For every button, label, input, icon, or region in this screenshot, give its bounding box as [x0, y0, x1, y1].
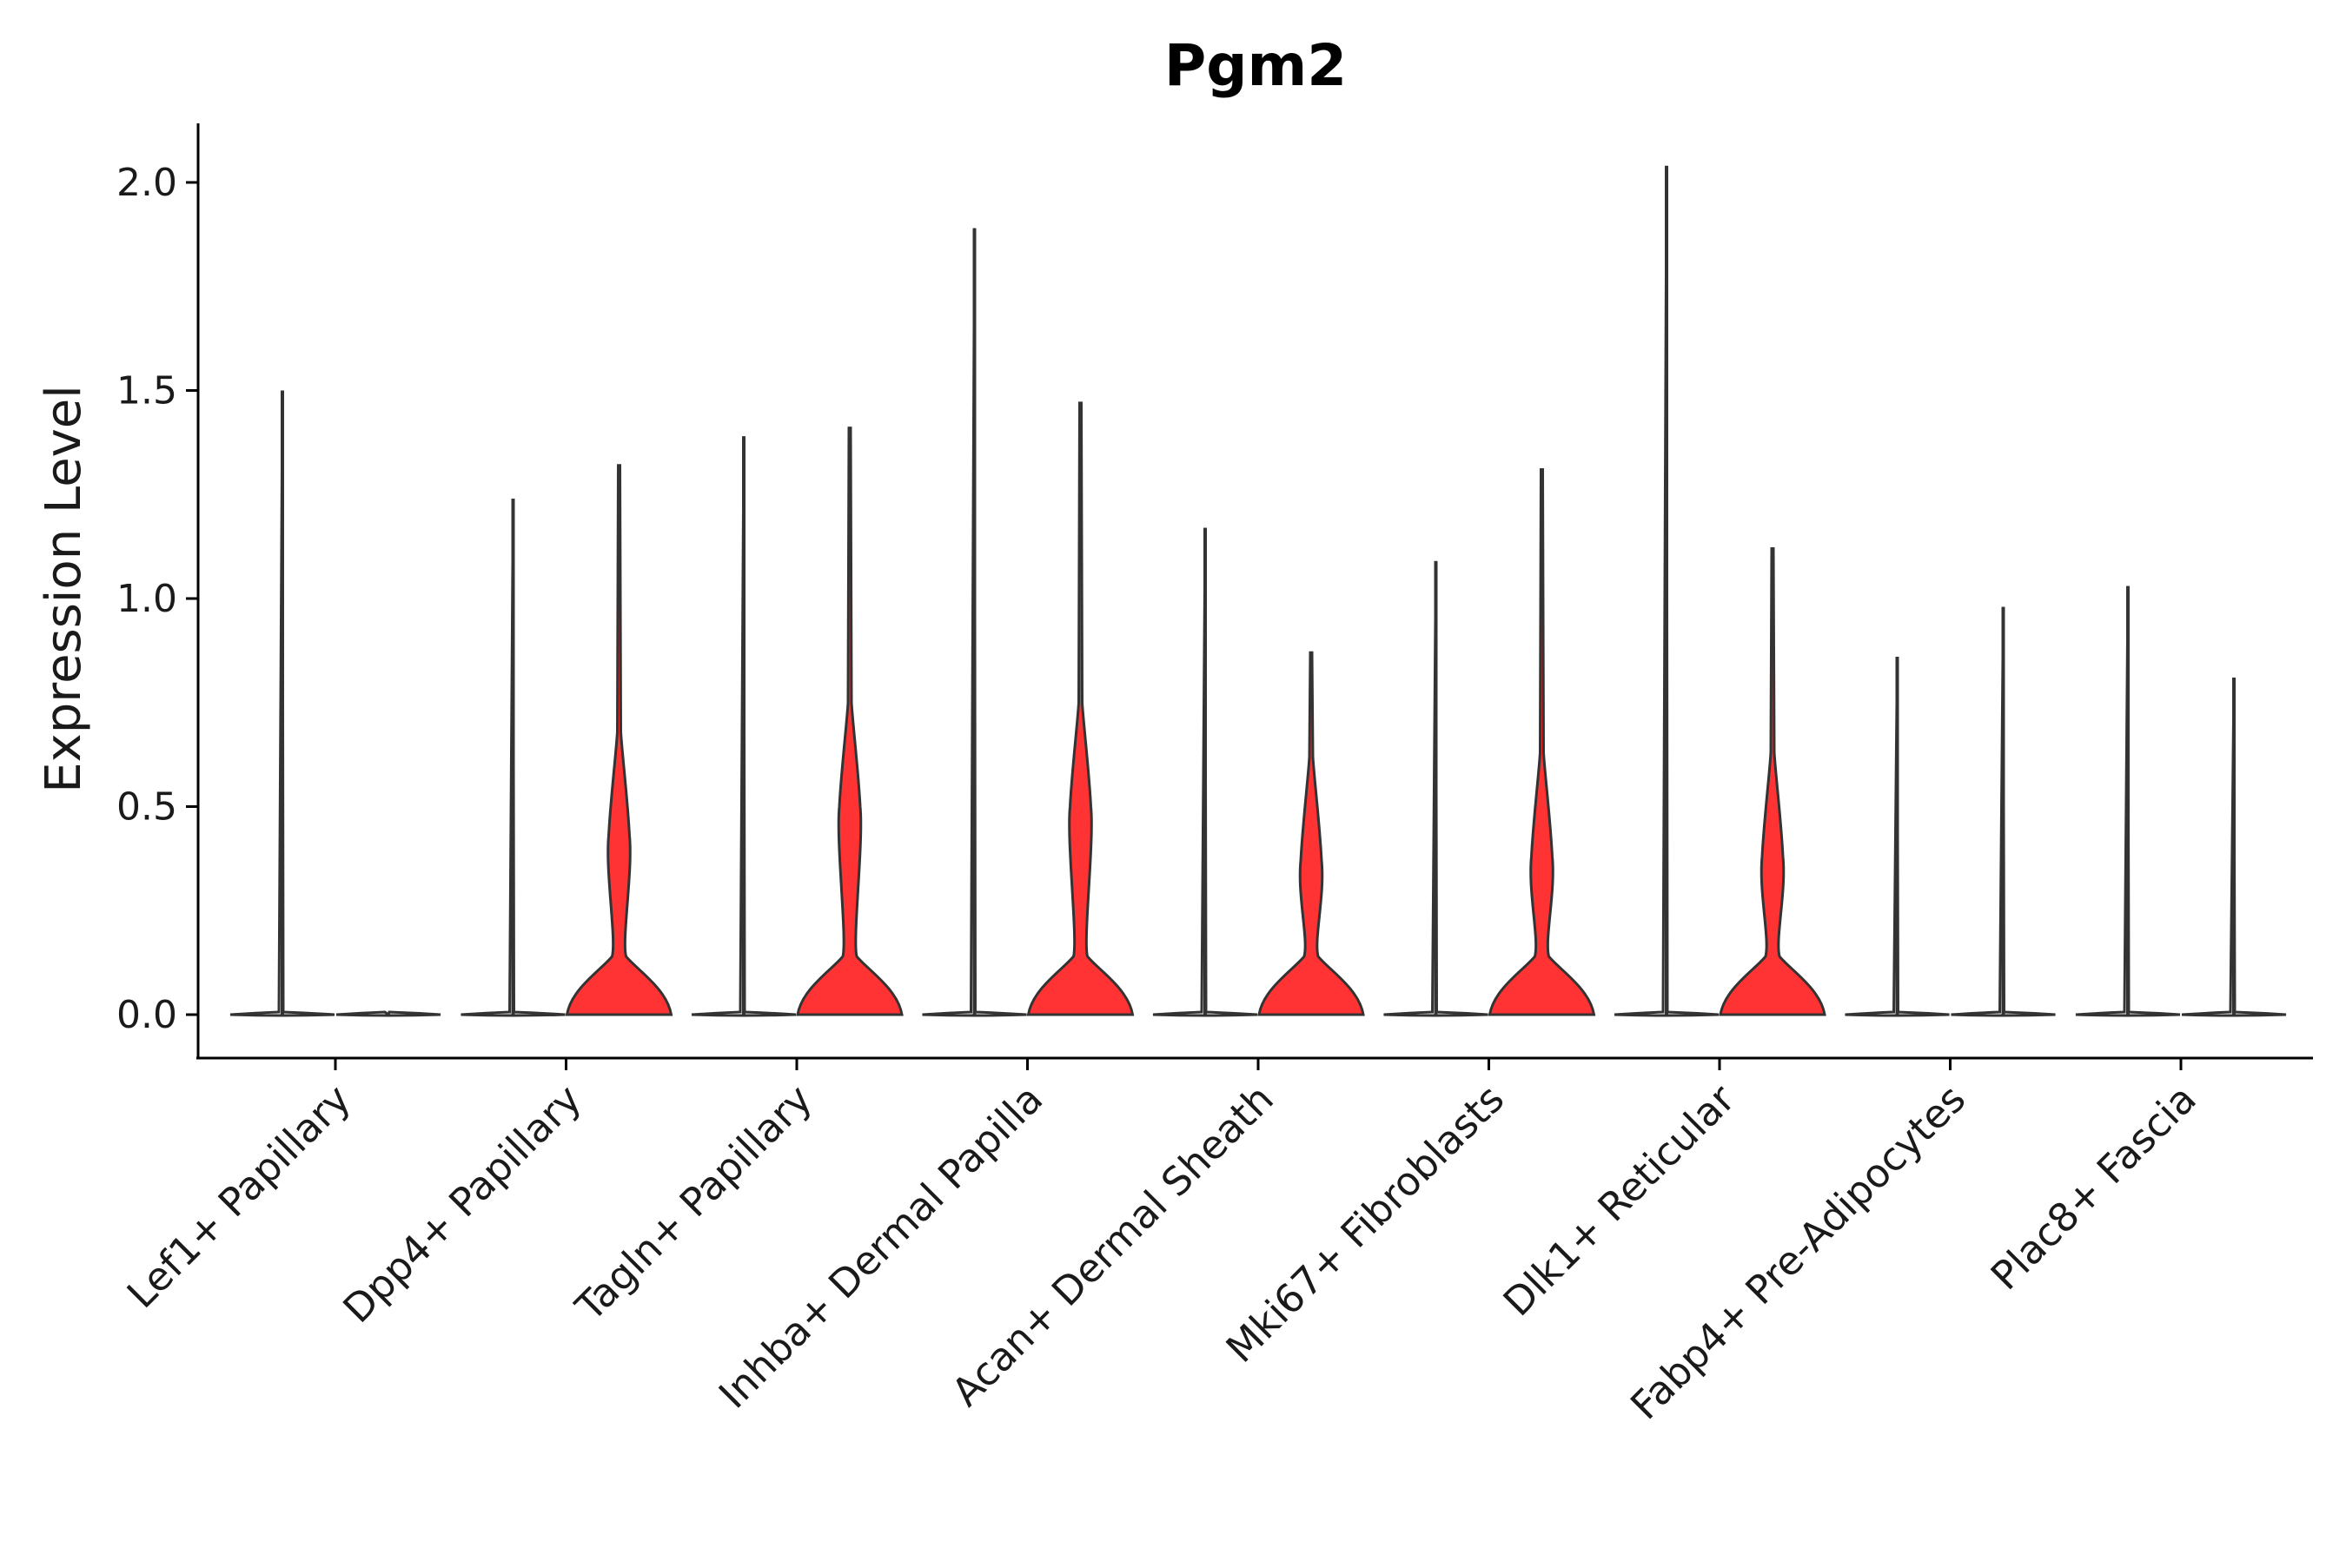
violin-group2-2: [796, 427, 904, 1016]
y-tick-label: 0.5: [116, 785, 177, 830]
y-tick-label: 2.0: [116, 161, 177, 205]
violin-group2-3: [1026, 401, 1135, 1016]
y-tick-label: 0.0: [116, 993, 177, 1037]
x-tick-label: Dlk1+ Reticular: [1494, 1075, 1744, 1325]
plot-area: [229, 165, 2287, 1017]
x-tick-label: Tagln+ Papillary: [567, 1075, 821, 1330]
chart-title: Pgm2: [1164, 32, 1347, 99]
y-tick-label: 1.0: [116, 577, 177, 621]
x-tick-label: Plac8+ Fascia: [1982, 1075, 2205, 1299]
y-tick-label: 1.5: [116, 369, 177, 414]
x-tick-label: Dpp4+ Papillary: [334, 1075, 590, 1332]
x-tick-label: Lef1+ Papillary: [118, 1075, 360, 1317]
violin-group2-4: [1257, 651, 1365, 1016]
y-axis-label: Expression Level: [36, 385, 92, 793]
violin-group2-1: [565, 464, 673, 1016]
violin-group2-6: [1719, 547, 1826, 1016]
violin-group2-0: [335, 1010, 441, 1017]
violin-group2-5: [1488, 468, 1596, 1016]
